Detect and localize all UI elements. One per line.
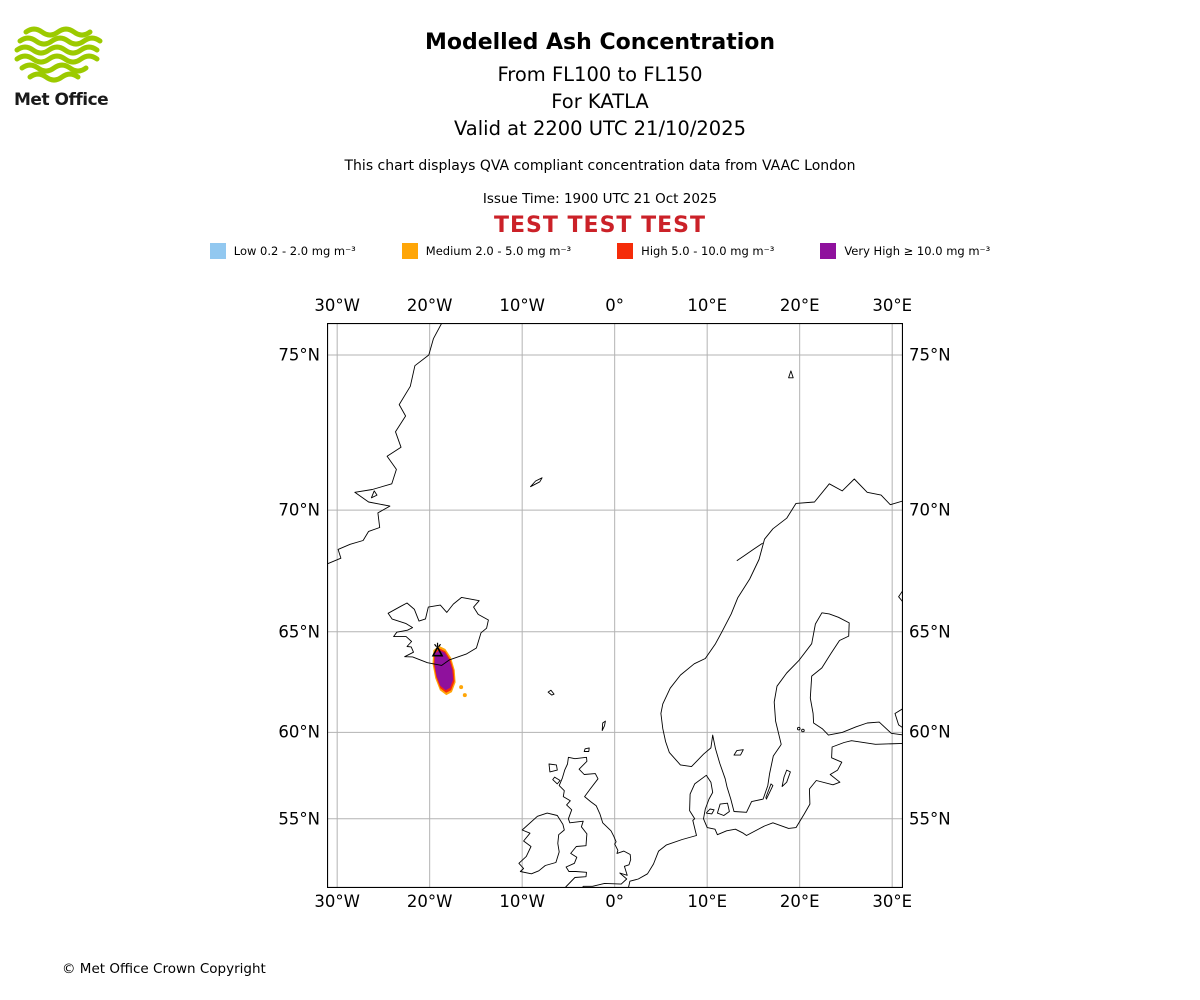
subtitle-volcano: For KATLA	[551, 90, 649, 113]
legend-swatch-medium	[401, 243, 418, 259]
lon-tick-bottom-10°W: 10°W	[499, 892, 545, 911]
coastline	[765, 783, 774, 800]
map	[326, 322, 904, 889]
coastline	[327, 323, 443, 565]
ash-speck	[462, 693, 467, 698]
lon-tick-bottom-20°W: 20°W	[406, 892, 453, 911]
lon-tick-top-30°W: 30°W	[314, 296, 360, 315]
coastline	[370, 490, 378, 499]
lat-tick-right-60°N: 60°N	[909, 722, 951, 742]
legend-label-medium: Medium 2.0 - 5.0 mg m⁻³	[425, 244, 572, 258]
legend-item-low: Low 0.2 - 2.0 mg m⁻³	[209, 243, 356, 259]
coastline	[552, 776, 561, 785]
issue-time: Issue Time: 1900 UTC 21 Oct 2025	[482, 191, 718, 207]
coastline	[736, 542, 763, 562]
lon-tick-top-20°W: 20°W	[406, 296, 453, 315]
legend-label-high: High 5.0 - 10.0 mg m⁻³	[641, 244, 775, 258]
lon-tick-bottom-30°W: 30°W	[314, 892, 360, 911]
subtitle-flight-levels: From FL100 to FL150	[497, 63, 703, 86]
lon-tick-top-10°E: 10°E	[687, 296, 728, 315]
legend-swatch-very_high	[820, 243, 837, 259]
coastline	[548, 763, 558, 773]
coastline	[788, 370, 794, 379]
legend-item-very_high: Very High ≥ 10.0 mg m⁻³	[820, 243, 990, 259]
legend-item-medium: Medium 2.0 - 5.0 mg m⁻³	[401, 243, 572, 259]
qva-compliance-note: This chart displays QVA compliant concen…	[344, 158, 856, 174]
lon-tick-top-10°W: 10°W	[499, 296, 545, 315]
met-office-logo-waves-icon	[14, 26, 103, 83]
lon-tick-bottom-0°: 0°	[605, 892, 625, 911]
lon-tick-top-30°E: 30°E	[872, 296, 913, 315]
met-office-logo: Met Office	[14, 26, 114, 110]
coastline	[547, 689, 555, 696]
coastline	[387, 596, 489, 666]
island-dot	[797, 726, 801, 731]
copyright: © Met Office Crown Copyright	[62, 961, 266, 977]
legend-label-very_high: Very High ≥ 10.0 mg m⁻³	[844, 244, 991, 258]
lat-tick-right-75°N: 75°N	[909, 345, 951, 365]
coastline	[627, 740, 903, 888]
met-office-logo-text: Met Office	[14, 90, 109, 110]
lat-tick-left-75°N: 75°N	[278, 345, 320, 365]
lat-tick-right-65°N: 65°N	[909, 622, 951, 642]
lat-tick-right-55°N: 55°N	[909, 809, 951, 829]
island-dot	[801, 728, 805, 733]
lon-tick-bottom-10°E: 10°E	[687, 892, 728, 911]
coastline	[530, 477, 543, 488]
ash-speck	[459, 685, 464, 690]
lon-tick-top-0°: 0°	[605, 296, 625, 315]
coastline	[781, 769, 791, 787]
lon-tick-top-20°E: 20°E	[779, 296, 820, 315]
coastline	[705, 808, 715, 815]
coastline	[583, 747, 590, 752]
coastline	[558, 756, 632, 888]
lat-tick-left-65°N: 65°N	[278, 622, 320, 642]
test-banner: TEST TEST TEST	[494, 213, 706, 238]
legend-item-high: High 5.0 - 10.0 mg m⁻³	[617, 243, 774, 259]
legend: Low 0.2 - 2.0 mg m⁻³ Medium 2.0 - 5.0 mg …	[0, 243, 1200, 259]
coastline	[716, 802, 730, 816]
lat-tick-left-60°N: 60°N	[278, 722, 320, 742]
coastline	[660, 478, 903, 813]
legend-swatch-high	[617, 243, 634, 259]
lon-tick-bottom-20°E: 20°E	[779, 892, 820, 911]
coastline	[601, 720, 606, 731]
legend-swatch-low	[209, 243, 226, 259]
lat-tick-right-70°N: 70°N	[909, 500, 951, 520]
lat-tick-left-55°N: 55°N	[278, 809, 320, 829]
coastline	[518, 812, 565, 875]
lon-tick-bottom-30°E: 30°E	[872, 892, 913, 911]
volcano-eruption-rays	[434, 642, 442, 648]
map-canvas	[326, 322, 904, 889]
lat-tick-left-70°N: 70°N	[278, 500, 320, 520]
coastline	[894, 708, 903, 729]
page-title: Modelled Ash Concentration	[424, 30, 776, 55]
subtitle-valid-time: Valid at 2200 UTC 21/10/2025	[453, 117, 747, 140]
map-frame	[326, 322, 904, 889]
coastline	[733, 749, 744, 756]
legend-label-low: Low 0.2 - 2.0 mg m⁻³	[233, 244, 356, 258]
volcano-marker	[431, 645, 444, 657]
